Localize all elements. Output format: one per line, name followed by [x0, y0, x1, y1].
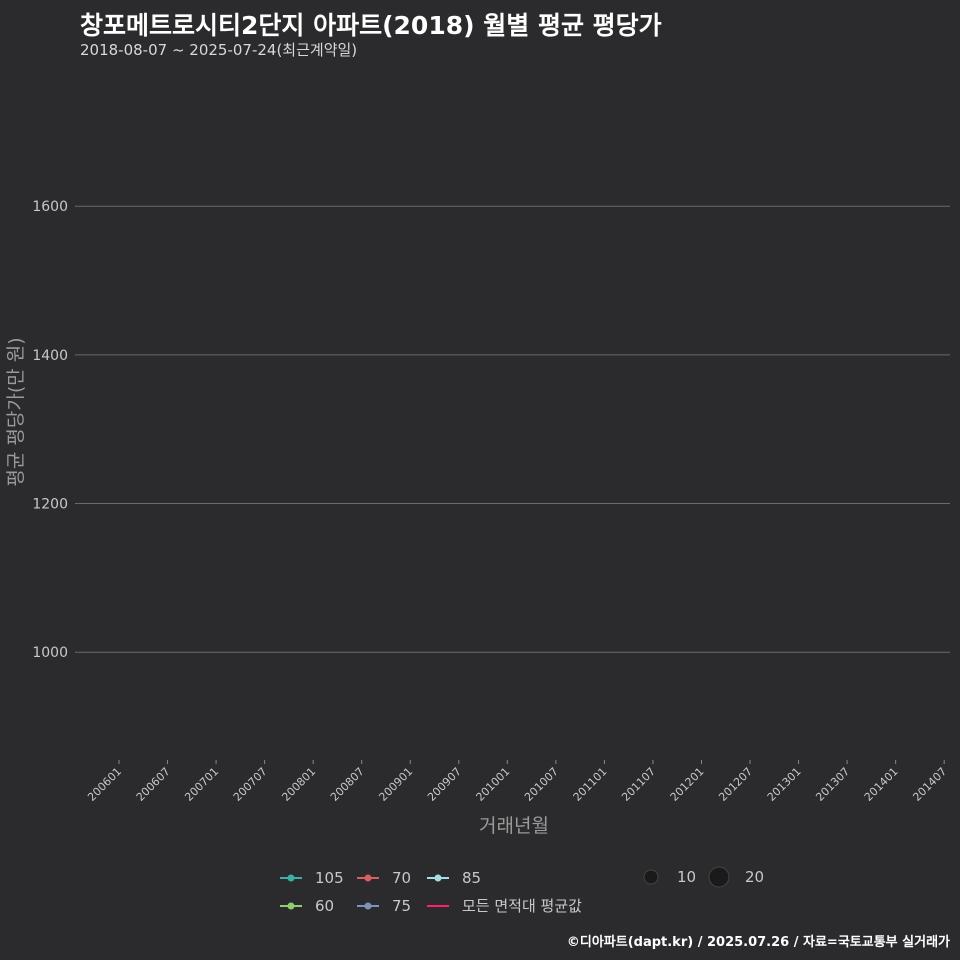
x-tick-label: 201407 [910, 765, 949, 804]
x-tick-label: 201401 [862, 765, 901, 804]
legend-marker-75 [364, 902, 372, 910]
x-tick-label: 201101 [571, 765, 610, 804]
source-credit: ©디아파트(dapt.kr) / 2025.07.26 / 자료=국토교통부 실… [566, 935, 950, 950]
x-tick-label: 201001 [474, 765, 513, 804]
y-axis-label: 평균 평당가(만 원) [5, 337, 27, 486]
x-tick-label: 200701 [182, 765, 221, 804]
legend-label-60: 60 [315, 897, 334, 915]
chart-subtitle: 2018-08-07 ~ 2025-07-24(최근계약일) [80, 41, 358, 59]
x-tick-label: 200707 [231, 765, 270, 804]
x-tick-label: 201207 [716, 765, 755, 804]
y-tick-label: 1000 [32, 645, 68, 661]
x-axis-label: 거래년월 [479, 815, 549, 837]
legend-marker-105 [287, 874, 295, 882]
legend-size-label: 10 [677, 868, 696, 886]
y-tick-label: 1600 [32, 199, 68, 215]
legend-label-85: 85 [462, 869, 481, 887]
legend-marker-70 [364, 874, 372, 882]
legend-label-70: 70 [392, 869, 411, 887]
x-tick-label: 200607 [134, 765, 173, 804]
x-tick-label: 200601 [85, 765, 124, 804]
x-tick-label: 201201 [668, 765, 707, 804]
legend-size-label: 20 [745, 868, 764, 886]
x-tick-label: 200901 [376, 765, 415, 804]
gridlines [75, 205, 950, 653]
chart-title: 창포메트로시티2단지 아파트(2018) 월별 평균 평당가 [80, 11, 662, 40]
x-tick-label: 201107 [619, 765, 658, 804]
x-tick-label: 201301 [765, 765, 804, 804]
legend-marker-60 [287, 902, 295, 910]
y-tick-label: 1200 [32, 497, 68, 513]
legend-label-average: 모든 면적대 평균값 [462, 897, 582, 915]
x-tick-label: 201307 [813, 765, 852, 804]
legend-size-marker [708, 866, 730, 888]
legend-label-75: 75 [392, 897, 411, 915]
legend-size-marker [643, 869, 659, 885]
legend-marker-85 [434, 874, 442, 882]
x-tick-label: 200807 [328, 765, 367, 804]
x-tick-label: 200801 [279, 765, 318, 804]
x-tick-label: 201007 [522, 765, 561, 804]
x-axis: 200601 200607 200701 200707 200801 200807 2009… [85, 760, 960, 804]
x-tick-label: 200907 [425, 765, 464, 804]
legend-label-105: 105 [315, 869, 344, 887]
y-tick-label: 1400 [32, 348, 68, 364]
legend: 105 70 85 60 75 모든 면적대 평균값 10 20 [280, 866, 764, 915]
y-axis: 1000 1200 1400 1600 [32, 199, 68, 661]
